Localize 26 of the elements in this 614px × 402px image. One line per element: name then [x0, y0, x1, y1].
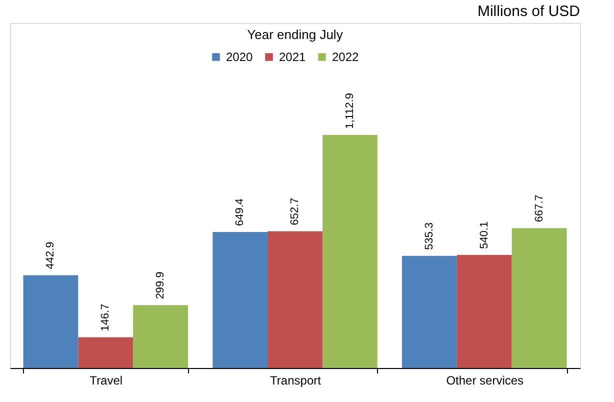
- legend-label: 2020: [226, 50, 254, 64]
- x-tick-label: Travel: [90, 374, 123, 388]
- bar: [456, 254, 512, 368]
- bar: [322, 134, 378, 368]
- text: Millions of USD: [477, 3, 580, 20]
- data-label: 535.3: [423, 222, 436, 250]
- bar: [23, 275, 78, 368]
- bar: [212, 232, 268, 368]
- data-label: 540.1: [478, 221, 490, 249]
- bar: [402, 256, 457, 368]
- bar: [268, 231, 322, 368]
- data-label: 442.9: [44, 242, 57, 270]
- data-label: 649.4: [234, 198, 246, 226]
- chart-title: Year ending July: [247, 27, 344, 42]
- bar: [78, 337, 134, 368]
- x-tick-label: Other services: [446, 374, 524, 388]
- bar: [512, 228, 567, 368]
- data-label: 146.7: [100, 304, 112, 332]
- x-tick-label: Transport: [270, 374, 322, 388]
- data-label: 299.9: [154, 272, 167, 300]
- legend-label: 2022: [332, 50, 360, 64]
- data-label: 1,112.9: [344, 93, 356, 129]
- legend-label: 2021: [279, 50, 306, 64]
- data-label: 667.7: [533, 194, 546, 222]
- data-label: 652.7: [289, 198, 301, 226]
- bar: [133, 305, 188, 368]
